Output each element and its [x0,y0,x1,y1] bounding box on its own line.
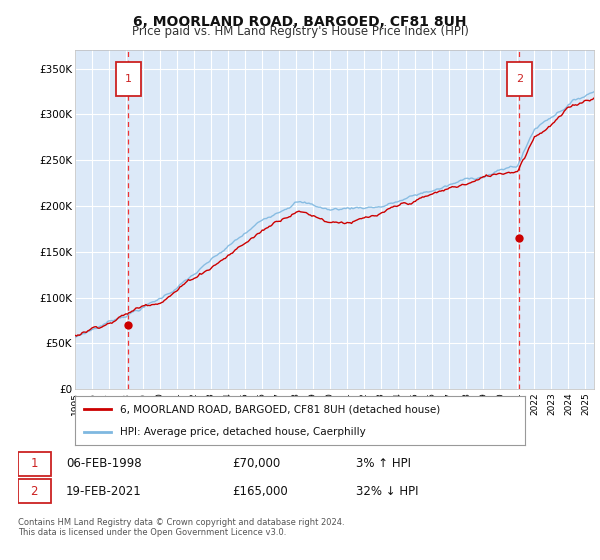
Text: £70,000: £70,000 [232,457,281,470]
Text: 32% ↓ HPI: 32% ↓ HPI [356,485,419,498]
Text: Price paid vs. HM Land Registry's House Price Index (HPI): Price paid vs. HM Land Registry's House … [131,25,469,38]
Text: 1: 1 [31,457,38,470]
Text: 6, MOORLAND ROAD, BARGOED, CF81 8UH (detached house): 6, MOORLAND ROAD, BARGOED, CF81 8UH (det… [120,404,440,414]
FancyBboxPatch shape [116,62,140,96]
Text: £165,000: £165,000 [232,485,288,498]
Text: HPI: Average price, detached house, Caerphilly: HPI: Average price, detached house, Caer… [120,427,366,437]
Text: 2: 2 [516,74,523,84]
Text: 1: 1 [125,74,131,84]
Text: 19-FEB-2021: 19-FEB-2021 [66,485,142,498]
FancyBboxPatch shape [18,479,51,503]
Text: 6, MOORLAND ROAD, BARGOED, CF81 8UH: 6, MOORLAND ROAD, BARGOED, CF81 8UH [133,15,467,29]
Text: Contains HM Land Registry data © Crown copyright and database right 2024.
This d: Contains HM Land Registry data © Crown c… [18,518,344,538]
FancyBboxPatch shape [18,451,51,475]
Text: 2: 2 [31,485,38,498]
Text: 06-FEB-1998: 06-FEB-1998 [66,457,142,470]
Text: 3% ↑ HPI: 3% ↑ HPI [356,457,412,470]
FancyBboxPatch shape [507,62,532,96]
